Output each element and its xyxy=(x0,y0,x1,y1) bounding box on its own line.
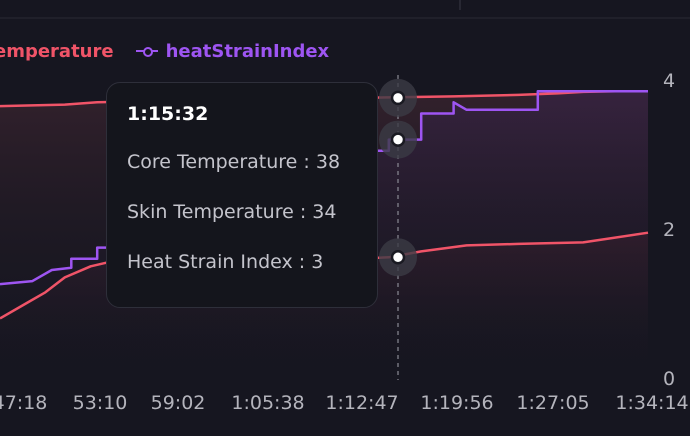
x-tick-label: 1:19:56 xyxy=(420,392,493,414)
legend-item-core-temperature[interactable]: emperature xyxy=(0,41,114,62)
legend-label-core-temperature: emperature xyxy=(0,40,114,62)
tooltip-row-heat-strain-index: Heat Strain Index : 3 xyxy=(127,251,324,273)
legend-item-heat-strain-index[interactable]: heatStrainIndex xyxy=(135,40,330,62)
x-tick-label: 1:34:14 xyxy=(615,392,688,414)
legend: emperature heatStrainIndex xyxy=(0,38,329,64)
legend-line-marker-icon xyxy=(135,46,158,57)
skinTemperature-hover-dot xyxy=(390,250,406,265)
hover-indicator xyxy=(379,75,417,380)
tooltip-row-skin-temperature: Skin Temperature : 34 xyxy=(127,201,337,223)
x-tick-label: 53:10 xyxy=(73,392,128,414)
top-frame xyxy=(0,0,690,19)
tooltip-row-core-temperature: Core Temperature : 38 xyxy=(127,151,341,173)
x-tick-label: 59:02 xyxy=(151,392,206,414)
x-tick-label: 1:27:05 xyxy=(516,392,589,414)
y-tick-label: 4 xyxy=(663,70,675,92)
y-tick-label: 2 xyxy=(663,219,675,241)
x-tick-label: 1:12:47 xyxy=(325,392,398,414)
x-tick-label: 1:05:38 xyxy=(231,392,304,414)
tooltip: 1:15:32 Core Temperature : 38 Skin Tempe… xyxy=(106,82,378,308)
x-tick-label: 47:18 xyxy=(0,392,47,414)
y-tick-label: 0 xyxy=(663,368,675,390)
heatStrainIndex-hover-dot xyxy=(390,132,406,147)
coreTemperature-hover-dot xyxy=(390,90,406,106)
y-axis-ticks: 4 2 0 xyxy=(663,70,675,390)
x-axis-ticks: 47:18 53:10 59:02 1:05:38 1:12:47 1:19:56 1:27… xyxy=(0,392,689,414)
legend-label-heat-strain-index: heatStrainIndex xyxy=(165,40,330,62)
tooltip-time: 1:15:32 xyxy=(127,103,209,125)
